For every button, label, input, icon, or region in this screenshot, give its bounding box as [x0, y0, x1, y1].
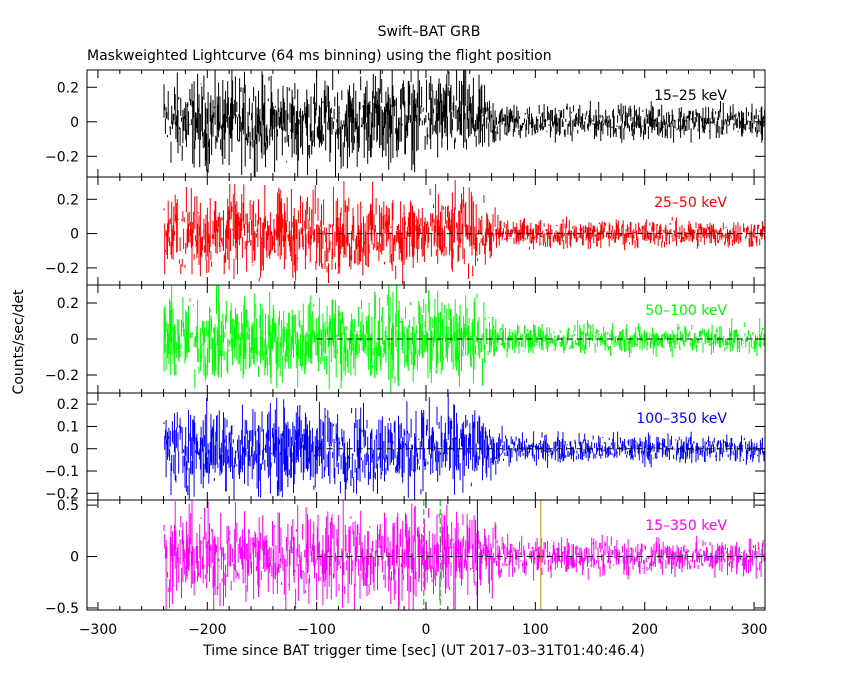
- x-tick-label: 0: [422, 622, 431, 638]
- panel-2: −0.2 0 0.2 25–50 keV: [45, 176, 766, 286]
- y-tick-label: −0.5: [45, 601, 79, 617]
- x-tick-label: 100: [522, 622, 549, 638]
- x-tick-label: −300: [79, 622, 117, 638]
- y-tick-label: 0.1: [57, 419, 79, 435]
- panel-1: −0.2 0 0.2 15–25 keV: [45, 69, 766, 178]
- y-axis-label: Counts/sec/det: [11, 289, 27, 394]
- panel-label-4: 100–350 keV: [636, 411, 727, 427]
- y-tick-label: −0.2: [45, 486, 79, 502]
- panel-label-1: 15–25 keV: [654, 88, 727, 104]
- y-tick-label: −0.1: [45, 464, 79, 480]
- x-tick-label: 300: [741, 622, 768, 638]
- series-line-5: [163, 500, 765, 610]
- y-tick-label: −0.2: [45, 368, 79, 384]
- series-line-1: [163, 70, 765, 177]
- y-tick-label: 0: [70, 442, 79, 458]
- series-line-3: [163, 285, 765, 393]
- panel-label-5: 15–350 keV: [645, 518, 727, 534]
- x-axis-label: Time since BAT trigger time [sec] (UT 20…: [202, 643, 645, 659]
- panel-3: −0.2 0 0.2 50–100 keV: [45, 284, 766, 394]
- x-tick-label: −100: [297, 622, 335, 638]
- y-tick-label: 0: [70, 115, 79, 131]
- y-tick-label: −0.2: [45, 261, 79, 277]
- x-tick-label: 200: [631, 622, 658, 638]
- series-line-4: [163, 393, 765, 500]
- panel-5: −0.5 0 0.5 15–350 keV: [45, 498, 766, 617]
- series-line-2: [163, 180, 765, 285]
- x-tick-label: −200: [188, 622, 226, 638]
- panel-label-3: 50–100 keV: [645, 303, 727, 319]
- y-tick-label: 0.2: [57, 80, 79, 96]
- panel-label-2: 25–50 keV: [654, 195, 727, 211]
- y-tick-label: 0.5: [57, 498, 79, 514]
- chart-title: Swift–BAT GRB: [378, 24, 481, 40]
- chart-subtitle: Maskweighted Lightcurve (64 ms binning) …: [87, 48, 552, 64]
- y-tick-label: 0.2: [57, 397, 79, 413]
- y-tick-label: −0.2: [45, 149, 79, 165]
- y-tick-label: 0: [70, 550, 79, 566]
- y-tick-label: 0.2: [57, 192, 79, 208]
- y-tick-label: 0: [70, 227, 79, 243]
- y-tick-label: 0.2: [57, 296, 79, 312]
- panel-4: −0.2 −0.1 0 0.1 0.2 100–350 keV: [45, 392, 766, 502]
- y-tick-label: 0: [70, 332, 79, 348]
